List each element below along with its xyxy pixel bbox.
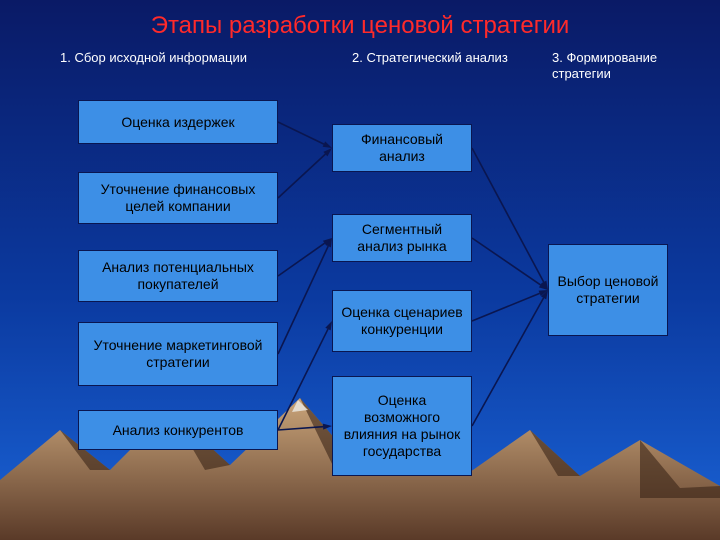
arrow-line (278, 154, 325, 198)
arrow-line (472, 293, 540, 321)
arrow-line (278, 122, 324, 144)
slide-title: Этапы разработки ценовой стратегии (0, 12, 720, 40)
node-label: Оценка возможного влияния на рынок госуд… (339, 392, 465, 459)
node-label: Финансовый анализ (339, 131, 465, 165)
slide-stage: Этапы разработки ценовой стратегии 1. Сб… (0, 0, 720, 540)
arrow-head (325, 321, 332, 330)
node-marketing-strategy: Уточнение маркетинговой стратегии (78, 322, 278, 386)
column-header-3-text: 3. Формирование стратегии (552, 50, 657, 81)
arrow-line (278, 329, 328, 430)
node-label: Уточнение финансовых целей компании (85, 181, 271, 215)
node-label: Выбор ценовой стратегии (555, 273, 661, 307)
node-label: Оценка сценариев конкуренции (339, 304, 465, 338)
node-label: Анализ потенциальных покупателей (85, 259, 271, 293)
node-label: Оценка издержек (121, 114, 234, 131)
column-header-1-text: 1. Сбор исходной информации (60, 50, 247, 65)
column-header-3: 3. Формирование стратегии (552, 50, 702, 83)
node-competition-scenarios: Оценка сценариев конкуренции (332, 290, 472, 352)
node-label: Сегментный анализ рынка (339, 221, 465, 255)
node-label: Уточнение маркетинговой стратегии (85, 337, 271, 371)
arrow-head (323, 424, 332, 430)
node-assess-costs: Оценка издержек (78, 100, 278, 144)
node-buyers-analysis: Анализ потенциальных покупателей (78, 250, 278, 302)
node-financial-goals: Уточнение финансовых целей компании (78, 172, 278, 224)
node-segment-analysis: Сегментный анализ рынка (332, 214, 472, 262)
node-government-impact: Оценка возможного влияния на рынок госуд… (332, 376, 472, 476)
arrow-line (472, 238, 541, 285)
arrow-line (278, 246, 328, 354)
slide-title-text: Этапы разработки ценовой стратегии (151, 12, 570, 39)
arrow-head (323, 141, 332, 148)
column-header-2-text: 2. Стратегический анализ (352, 50, 508, 65)
arrow-line (278, 427, 323, 430)
node-competitor-analysis: Анализ конкурентов (78, 410, 278, 450)
node-choose-strategy: Выбор ценовой стратегии (548, 244, 668, 336)
arrow-line (278, 243, 325, 276)
column-header-2: 2. Стратегический анализ (352, 50, 532, 66)
column-header-1: 1. Сбор исходной информации (60, 50, 320, 66)
node-label: Анализ конкурентов (113, 422, 244, 439)
node-financial-analysis: Финансовый анализ (332, 124, 472, 172)
